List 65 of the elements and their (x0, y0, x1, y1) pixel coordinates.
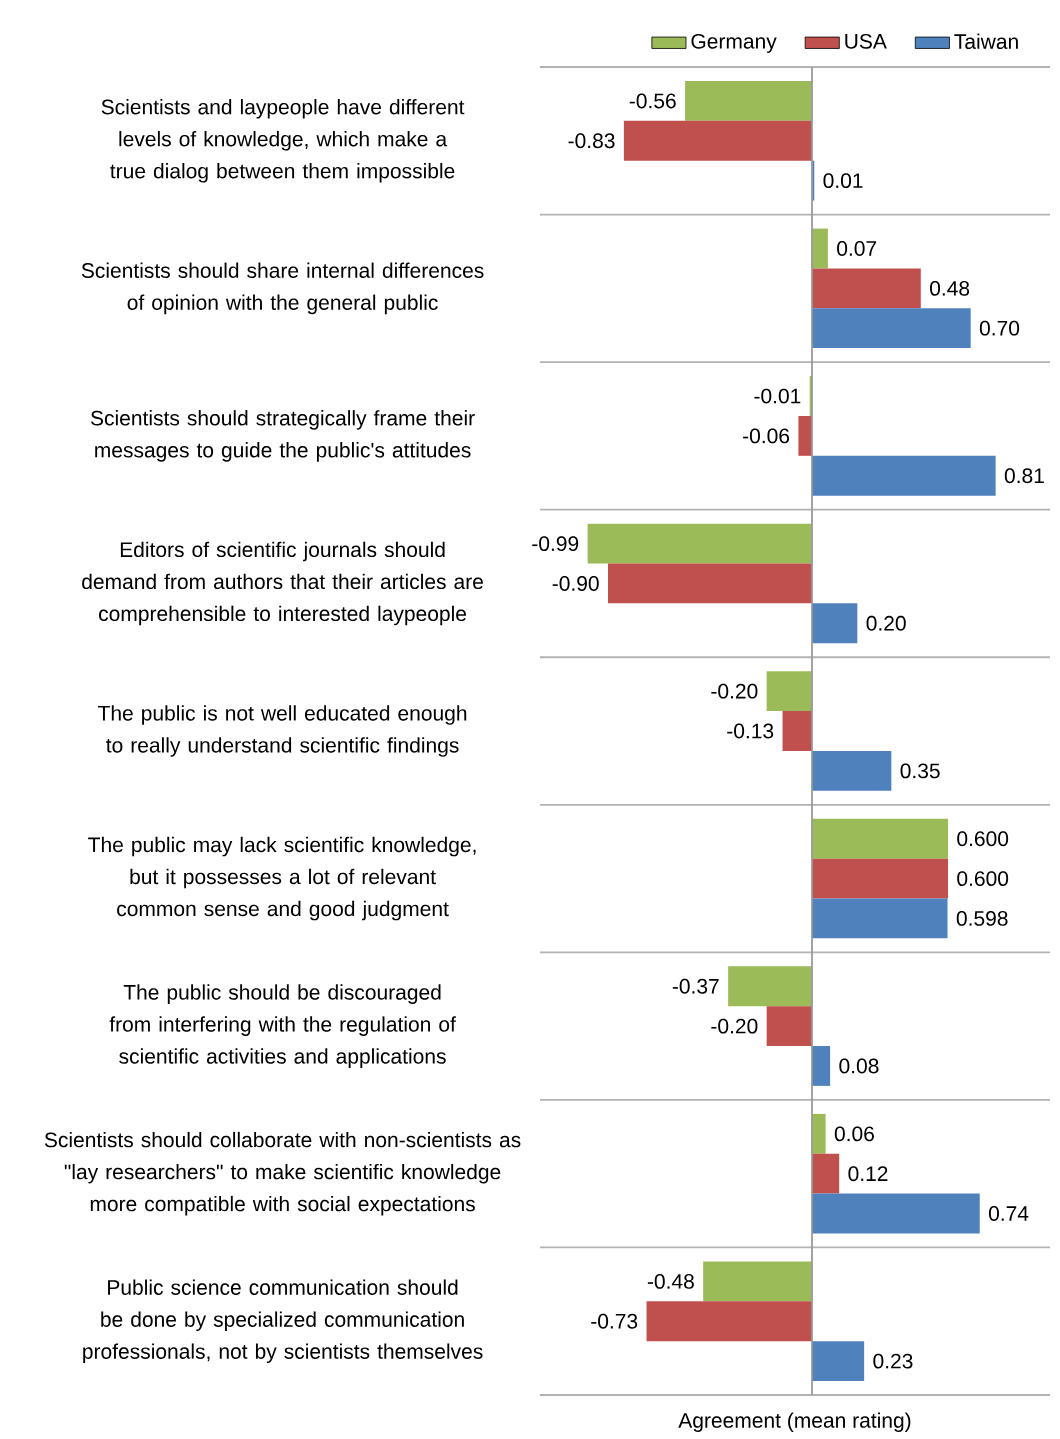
data-label: 0.23 (873, 1353, 913, 1369)
data-label: 0.12 (848, 1166, 888, 1182)
data-label: -0.20 (711, 683, 758, 699)
bar (812, 818, 948, 859)
bar (812, 1193, 980, 1234)
bar (812, 1113, 826, 1154)
data-label: 0.08 (839, 1058, 879, 1074)
data-label: 0.07 (837, 241, 877, 256)
data-label: -0.83 (568, 133, 615, 149)
data-label: 0.01 (823, 173, 863, 189)
data-label: -0.06 (743, 428, 790, 444)
data-label: 0.70 (979, 320, 1020, 336)
bar (728, 966, 812, 1007)
data-label: -0.48 (647, 1273, 694, 1289)
data-label: 0.598 (956, 910, 1008, 926)
data-label: -0.99 (532, 536, 579, 552)
bar (798, 415, 812, 456)
data-label: 0.20 (866, 615, 906, 631)
bar (812, 228, 828, 269)
y-tick-label: Public science communication should be done by specialized communication professionals, not by scientists themselves (83, 1279, 483, 1364)
legend-label: Taiwan (954, 33, 1018, 50)
bar (812, 1046, 831, 1086)
bar (812, 1153, 840, 1194)
data-label: 0.35 (900, 763, 940, 779)
data-label: -0.20 (711, 1018, 758, 1034)
data-label: -0.73 (591, 1313, 638, 1329)
y-tick-label: Editors of scientific journals should demand from authors that their articles are comprehensible to interested laypeople (82, 541, 483, 626)
legend-label: USA (845, 33, 887, 49)
bar (766, 671, 812, 712)
y-tick-label: The public is not well educated enough to really understand scientific findings (98, 705, 467, 757)
y-tick-label: Scientists should share internal differences of opinion with the general public (81, 262, 484, 315)
bar (812, 858, 948, 899)
data-label: -0.13 (727, 723, 774, 739)
y-tick-label: Scientists and laypeople have different levels of knowledge, which make a true dialog between them impossible (101, 98, 465, 183)
y-tick-label: The public should be discouraged from interfering with the regulation of scientific activities and applications (109, 984, 456, 1068)
data-label: -0.56 (629, 93, 676, 109)
bar (608, 563, 812, 604)
bar (812, 1341, 865, 1381)
y-tick-label: The public may lack scientific knowledge, but it possesses a lot of relevant common sense and good judgment (88, 836, 476, 921)
bar (646, 1301, 812, 1342)
bar (812, 603, 858, 644)
bar (703, 1261, 812, 1302)
data-label: -0.37 (672, 978, 719, 994)
data-label: -0.90 (552, 576, 599, 591)
bar (782, 711, 812, 751)
bar (812, 455, 996, 496)
data-label: 0.81 (1004, 468, 1044, 484)
bar (812, 750, 892, 791)
data-label: 0.600 (957, 871, 1009, 887)
data-label: 0.48 (930, 280, 970, 296)
y-tick-label: Scientists should collaborate with non-scientists as "lay researchers" to make scientific knowledge more compatible with social expectations (44, 1131, 521, 1216)
legend-label: Germany (691, 33, 777, 53)
bar (812, 268, 921, 309)
bar (685, 81, 812, 121)
data-label: 0.74 (988, 1206, 1029, 1221)
data-label: -0.01 (754, 388, 801, 404)
y-tick-label: Scientists should strategically frame their messages to guide the public's attitudes (90, 410, 475, 462)
x-axis-title: Agreement (mean rating) (678, 1412, 911, 1432)
bar (812, 308, 971, 349)
bar (812, 898, 948, 939)
bar (766, 1006, 812, 1047)
bar (587, 523, 812, 564)
data-label: 0.600 (957, 831, 1009, 847)
bar (623, 120, 812, 161)
data-label: 0.06 (834, 1126, 874, 1142)
